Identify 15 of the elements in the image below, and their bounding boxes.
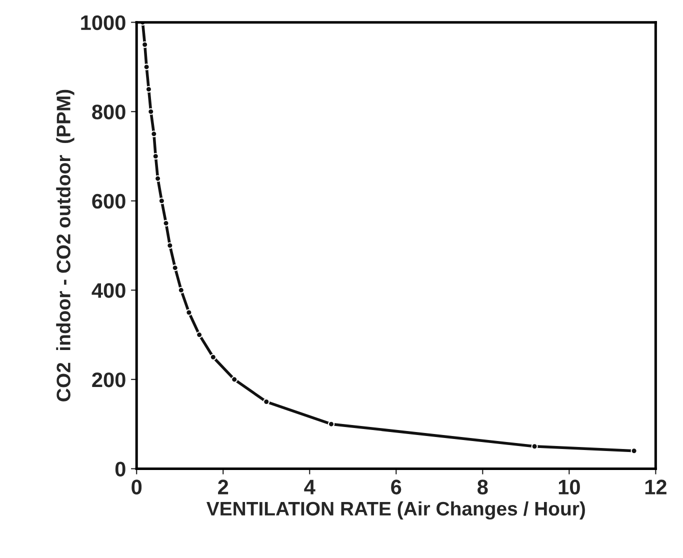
y-tick-label: 1000 — [81, 15, 126, 30]
y-tick-label: 0 — [115, 462, 126, 476]
x-tick-label: 4 — [304, 480, 316, 494]
x-tick-label: 6 — [391, 480, 402, 494]
y-tick-label: 400 — [92, 283, 126, 298]
x-tick-label: 12 — [645, 480, 666, 494]
x-tick-label: 2 — [218, 480, 228, 494]
x-axis-title: VENTILATION RATE (Air Changes / Hour) — [206, 501, 585, 520]
y-tick-label: 600 — [92, 194, 126, 209]
y-axis-title: CO2 indoor - CO2 outdoor (PPM) — [56, 90, 74, 402]
x-tick-label: 0 — [132, 480, 142, 494]
y-tick-label: 200 — [92, 372, 126, 388]
y-tick-label: 800 — [92, 104, 126, 120]
x-tick-label: 10 — [558, 480, 580, 494]
x-tick-label: 8 — [478, 480, 488, 494]
